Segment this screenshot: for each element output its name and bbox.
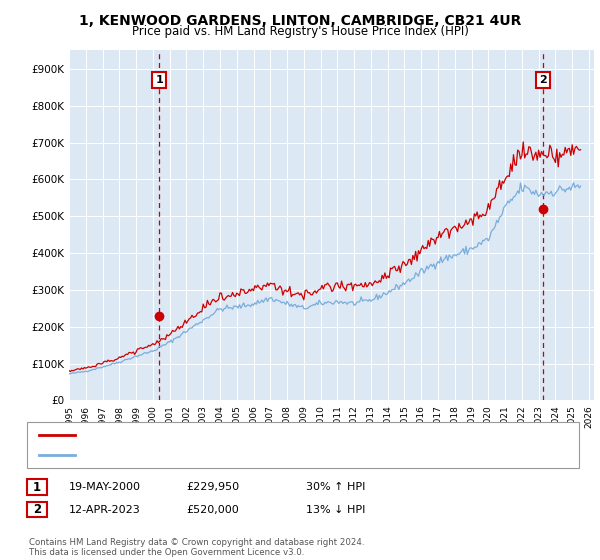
Text: Price paid vs. HM Land Registry's House Price Index (HPI): Price paid vs. HM Land Registry's House …	[131, 25, 469, 38]
Text: Contains HM Land Registry data © Crown copyright and database right 2024.
This d: Contains HM Land Registry data © Crown c…	[29, 538, 364, 557]
Text: 2: 2	[539, 75, 547, 85]
Text: 30% ↑ HPI: 30% ↑ HPI	[306, 482, 365, 492]
Text: 1, KENWOOD GARDENS, LINTON, CAMBRIDGE, CB21 4UR (detached house): 1, KENWOOD GARDENS, LINTON, CAMBRIDGE, C…	[79, 430, 472, 440]
Text: 2: 2	[33, 503, 41, 516]
Text: 1: 1	[155, 75, 163, 85]
Text: 1, KENWOOD GARDENS, LINTON, CAMBRIDGE, CB21 4UR: 1, KENWOOD GARDENS, LINTON, CAMBRIDGE, C…	[79, 14, 521, 28]
Text: £520,000: £520,000	[186, 505, 239, 515]
Text: 12-APR-2023: 12-APR-2023	[69, 505, 141, 515]
Text: 19-MAY-2000: 19-MAY-2000	[69, 482, 141, 492]
Text: 1: 1	[33, 480, 41, 494]
Text: £229,950: £229,950	[186, 482, 239, 492]
Text: HPI: Average price, detached house, South Cambridgeshire: HPI: Average price, detached house, Sout…	[79, 450, 389, 460]
Text: 13% ↓ HPI: 13% ↓ HPI	[306, 505, 365, 515]
